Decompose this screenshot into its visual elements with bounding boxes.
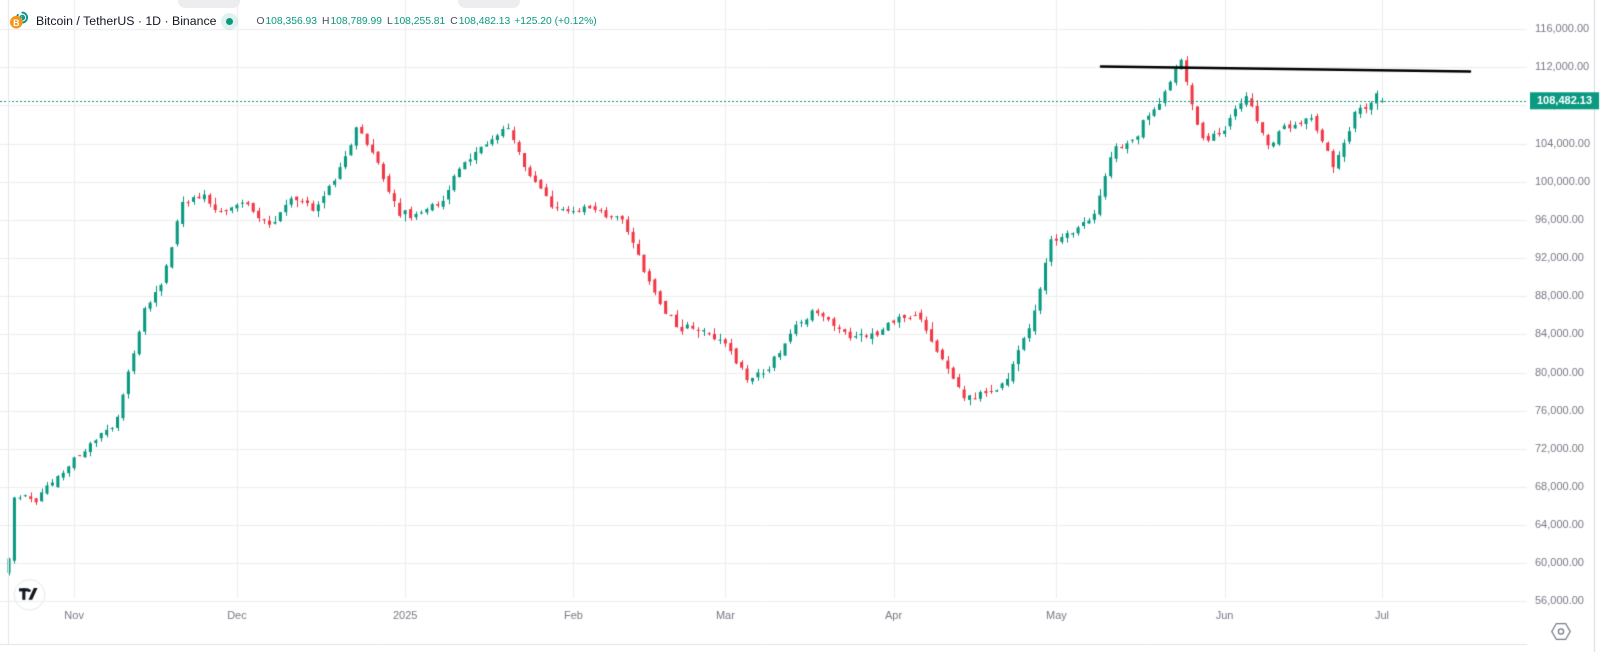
svg-text:B: B	[13, 18, 19, 28]
